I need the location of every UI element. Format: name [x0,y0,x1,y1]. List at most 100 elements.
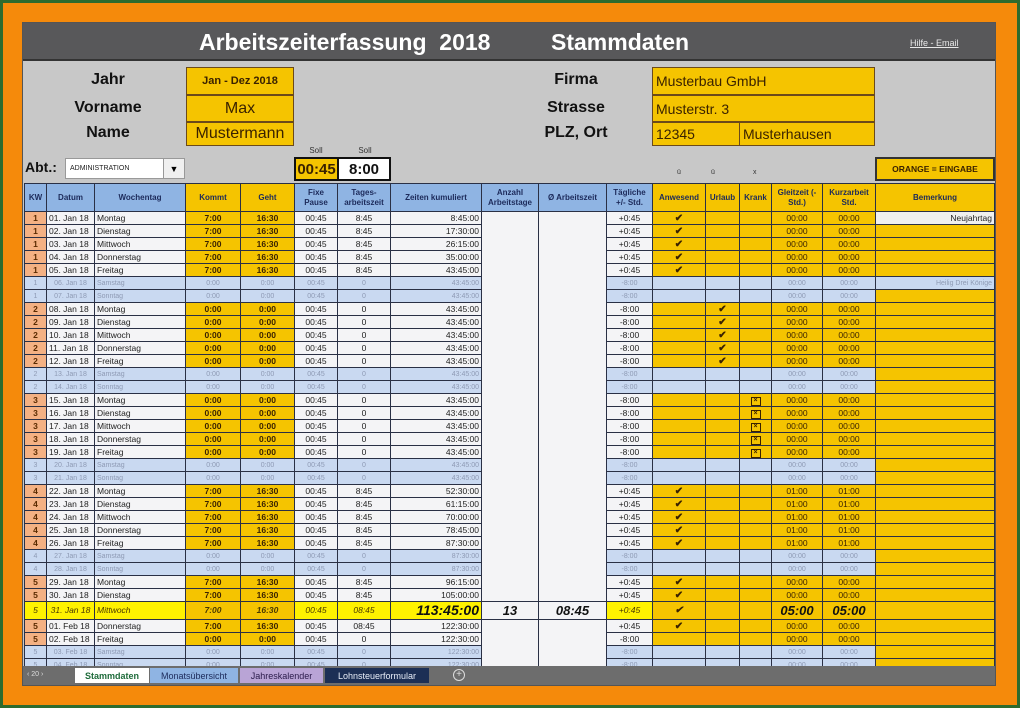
gleitzeit-cell[interactable]: 00:00 [771,632,823,646]
bemerkung-input[interactable] [875,354,995,368]
geht-input[interactable]: 0:00 [240,562,295,576]
urlaub-cell[interactable] [705,224,740,238]
gleitzeit-cell[interactable]: 00:00 [771,471,823,485]
bemerkung-input[interactable]: Heilig Drei Könige [875,276,995,290]
bemerkung-input[interactable] [875,224,995,238]
urlaub-cell[interactable] [705,419,740,433]
krank-cell[interactable] [739,354,772,368]
kommt-input[interactable]: 0:00 [185,549,241,563]
geht-input[interactable]: 0:00 [240,445,295,459]
bemerkung-input[interactable] [875,315,995,329]
anwesend-cell[interactable] [652,445,706,459]
bemerkung-input[interactable] [875,497,995,511]
gleitzeit-cell[interactable]: 00:00 [771,289,823,303]
bemerkung-input[interactable] [875,380,995,394]
kurzarbeit-cell[interactable]: 00:00 [822,445,876,459]
anwesend-cell[interactable] [652,276,706,290]
kommt-input[interactable]: 7:00 [185,224,241,238]
anwesend-cell[interactable] [652,367,706,381]
urlaub-cell[interactable] [705,536,740,550]
gleitzeit-cell[interactable]: 00:00 [771,588,823,602]
bemerkung-input[interactable] [875,549,995,563]
bemerkung-input[interactable] [875,367,995,381]
kurzarbeit-cell[interactable]: 00:00 [822,458,876,472]
urlaub-cell[interactable] [705,575,740,589]
geht-input[interactable]: 0:00 [240,328,295,342]
kommt-input[interactable]: 7:00 [185,484,241,498]
bemerkung-input[interactable] [875,341,995,355]
urlaub-cell[interactable] [705,406,740,420]
tab-stammdaten[interactable]: Stammdaten [75,668,149,683]
bemerkung-input[interactable] [875,645,995,659]
kommt-input[interactable]: 7:00 [185,536,241,550]
anwesend-cell[interactable]: ✔ [652,224,706,238]
kommt-input[interactable]: 0:00 [185,354,241,368]
gleitzeit-cell[interactable]: 00:00 [771,549,823,563]
firma-field[interactable]: Musterbau GmbH [652,67,875,95]
geht-input[interactable]: 0:00 [240,289,295,303]
gleitzeit-cell[interactable]: 01:00 [771,536,823,550]
krank-cell[interactable] [739,497,772,511]
geht-input[interactable]: 16:30 [240,224,295,238]
gleitzeit-cell[interactable]: 00:00 [771,315,823,329]
kurzarbeit-cell[interactable]: 00:00 [822,367,876,381]
anwesend-cell[interactable] [652,302,706,316]
geht-input[interactable]: 16:30 [240,250,295,264]
urlaub-cell[interactable] [705,619,740,633]
krank-cell[interactable]: × [739,406,772,420]
krank-cell[interactable] [739,549,772,563]
krank-cell[interactable]: × [739,445,772,459]
kurzarbeit-cell[interactable]: 01:00 [822,497,876,511]
geht-input[interactable]: 0:00 [240,302,295,316]
urlaub-cell[interactable]: ✔ [705,341,740,355]
bemerkung-input[interactable] [875,562,995,576]
urlaub-cell[interactable] [705,289,740,303]
vorname-field[interactable]: Max [186,95,294,122]
urlaub-cell[interactable] [705,601,740,620]
kurzarbeit-cell[interactable]: 00:00 [822,419,876,433]
geht-input[interactable]: 0:00 [240,354,295,368]
gleitzeit-cell[interactable]: 01:00 [771,497,823,511]
kurzarbeit-cell[interactable]: 00:00 [822,471,876,485]
bemerkung-input[interactable] [875,432,995,446]
kommt-input[interactable]: 0:00 [185,315,241,329]
urlaub-cell[interactable] [705,263,740,277]
anwesend-cell[interactable] [652,549,706,563]
urlaub-cell[interactable]: ✔ [705,328,740,342]
gleitzeit-cell[interactable]: 00:00 [771,263,823,277]
kurzarbeit-cell[interactable]: 00:00 [822,276,876,290]
krank-cell[interactable] [739,367,772,381]
krank-cell[interactable] [739,471,772,485]
gleitzeit-cell[interactable]: 00:00 [771,328,823,342]
geht-input[interactable]: 0:00 [240,367,295,381]
geht-input[interactable]: 0:00 [240,645,295,659]
krank-cell[interactable] [739,484,772,498]
gleitzeit-cell[interactable]: 00:00 [771,562,823,576]
kommt-input[interactable]: 7:00 [185,237,241,251]
kurzarbeit-cell[interactable]: 00:00 [822,549,876,563]
kommt-input[interactable]: 0:00 [185,432,241,446]
anwesend-cell[interactable]: ✔ [652,484,706,498]
krank-cell[interactable] [739,523,772,537]
geht-input[interactable]: 0:00 [240,341,295,355]
geht-input[interactable]: 0:00 [240,393,295,407]
krank-cell[interactable] [739,211,772,225]
gleitzeit-cell[interactable]: 00:00 [771,432,823,446]
anwesend-cell[interactable] [652,432,706,446]
soll-zeit-field[interactable]: 8:00 [337,157,391,181]
anwesend-cell[interactable] [652,645,706,659]
krank-cell[interactable] [739,341,772,355]
krank-cell[interactable] [739,588,772,602]
kommt-input[interactable]: 7:00 [185,523,241,537]
bemerkung-input[interactable] [875,419,995,433]
anwesend-cell[interactable]: ✔ [652,619,706,633]
anwesend-cell[interactable] [652,315,706,329]
krank-cell[interactable] [739,224,772,238]
anwesend-cell[interactable] [652,406,706,420]
add-sheet-icon[interactable]: + [453,669,465,681]
bemerkung-input[interactable] [875,263,995,277]
urlaub-cell[interactable] [705,510,740,524]
krank-cell[interactable] [739,328,772,342]
gleitzeit-cell[interactable]: 01:00 [771,510,823,524]
kurzarbeit-cell[interactable]: 00:00 [822,645,876,659]
